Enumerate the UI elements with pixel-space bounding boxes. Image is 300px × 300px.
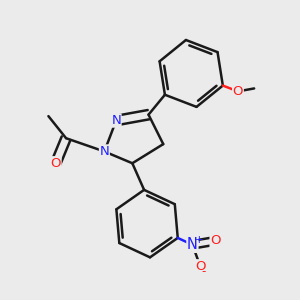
Text: N: N [100, 145, 109, 158]
Text: N: N [111, 114, 121, 127]
Text: O: O [195, 260, 206, 273]
Text: O: O [233, 85, 243, 98]
Text: +: + [195, 235, 203, 245]
Text: -: - [201, 265, 206, 278]
Text: O: O [50, 157, 61, 170]
Text: O: O [210, 234, 220, 247]
Text: N: N [187, 237, 198, 252]
